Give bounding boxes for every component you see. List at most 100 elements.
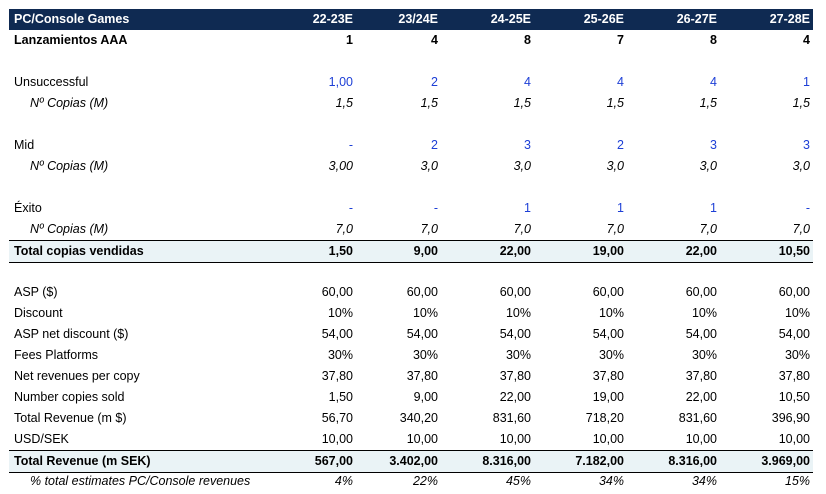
cell-value: 718,20: [585, 411, 624, 425]
row-label: Total Revenue (m SEK): [14, 454, 151, 468]
cell-value: 4%: [334, 474, 353, 488]
cell-value: 1: [524, 201, 531, 215]
table-title: PC/Console Games: [14, 12, 130, 26]
cell-value: 10,00: [592, 432, 624, 446]
cell-value: 60,00: [499, 285, 531, 299]
cell-value: 30%: [691, 348, 717, 362]
cell-value: 34%: [598, 474, 624, 488]
table-row: Unsuccessful 1,00 2 4 4 4 1: [9, 72, 813, 93]
cell-value: 60,00: [406, 285, 438, 299]
cell-value: 3,0: [513, 159, 531, 173]
cell-value: 4: [524, 75, 531, 89]
cell-value: 60,00: [321, 285, 353, 299]
cell-value: 4: [431, 33, 438, 47]
cell-value: 7,0: [420, 222, 438, 236]
cell-value: 54,00: [499, 327, 531, 341]
cell-value: 10,00: [499, 432, 531, 446]
table-row: Nº Copias (M) 7,0 7,0 7,0 7,0 7,0 7,0: [9, 219, 813, 240]
table-row: ASP ($) 60,00 60,00 60,00 60,00 60,00 60…: [9, 282, 813, 303]
cell-value: 22,00: [499, 390, 531, 404]
cell-value: 8: [524, 33, 531, 47]
cell-value: 54,00: [685, 327, 717, 341]
cell-value: 1: [710, 201, 717, 215]
cell-value: 22,00: [499, 244, 531, 258]
total-row: Total Revenue (m SEK) 567,00 3.402,00 8.…: [9, 450, 813, 473]
table-row: Nº Copias (M) 3,00 3,0 3,0 3,0 3,0 3,0: [9, 156, 813, 177]
row-label: USD/SEK: [14, 432, 69, 446]
cell-value: 1: [346, 33, 353, 47]
cell-value: 3.969,00: [761, 454, 810, 468]
cell-value: 54,00: [321, 327, 353, 341]
cell-value: 9,00: [413, 244, 438, 258]
cell-value: 37,80: [685, 369, 717, 383]
cell-value: 3,0: [420, 159, 438, 173]
row-label: Fees Platforms: [14, 348, 99, 362]
cell-value: -: [348, 138, 353, 152]
cell-value: 56,70: [321, 411, 353, 425]
table-row: Éxito - - 1 1 1 -: [9, 198, 813, 219]
cell-value: 8.316,00: [482, 454, 531, 468]
column-header: 23/24E: [398, 12, 438, 26]
cell-value: 7,0: [792, 222, 810, 236]
row-label: Lanzamientos AAA: [14, 33, 128, 47]
cell-value: 4: [617, 75, 624, 89]
table-row: Discount 10% 10% 10% 10% 10% 10%: [9, 303, 813, 324]
cell-value: 19,00: [592, 390, 624, 404]
cell-value: 1,5: [513, 96, 531, 110]
table-row: Fees Platforms 30% 30% 30% 30% 30% 30%: [9, 345, 813, 366]
cell-value: 10%: [691, 306, 717, 320]
cell-value: 10,00: [406, 432, 438, 446]
total-row: Total copias vendidas 1,50 9,00 22,00 19…: [9, 240, 813, 263]
row-label: Number copies sold: [14, 390, 125, 404]
cell-value: 37,80: [592, 369, 624, 383]
column-header: 26-27E: [676, 12, 717, 26]
row-label: Unsuccessful: [14, 75, 89, 89]
cell-value: 10%: [598, 306, 624, 320]
cell-value: 9,00: [413, 390, 438, 404]
row-label: Nº Copias (M): [30, 96, 109, 110]
cell-value: 7.182,00: [575, 454, 624, 468]
cell-value: 7,0: [606, 222, 624, 236]
row-label: Total copias vendidas: [14, 244, 144, 258]
cell-value: 3,0: [699, 159, 717, 173]
cell-value: 1: [617, 201, 624, 215]
cell-value: 54,00: [778, 327, 810, 341]
cell-value: 60,00: [778, 285, 810, 299]
cell-value: 10,50: [778, 390, 810, 404]
row-label: Éxito: [14, 201, 42, 215]
cell-value: 1,5: [335, 96, 353, 110]
cell-value: 7: [617, 33, 624, 47]
table-row: Mid - 2 3 2 3 3: [9, 135, 813, 156]
cell-value: 396,90: [771, 411, 810, 425]
cell-value: 30%: [505, 348, 531, 362]
cell-value: 10%: [505, 306, 531, 320]
cell-value: 7,0: [335, 222, 353, 236]
cell-value: 10,00: [778, 432, 810, 446]
table-row: Nº Copias (M) 1,5 1,5 1,5 1,5 1,5 1,5: [9, 93, 813, 114]
row-label: Mid: [14, 138, 35, 152]
cell-value: 30%: [327, 348, 353, 362]
cell-value: 1,5: [792, 96, 810, 110]
cell-value: 1,00: [328, 75, 353, 89]
cell-value: 37,80: [321, 369, 353, 383]
cell-value: 2: [431, 138, 438, 152]
cell-value: 60,00: [685, 285, 717, 299]
cell-value: 831,60: [492, 411, 531, 425]
cell-value: 10,00: [685, 432, 717, 446]
cell-value: 54,00: [406, 327, 438, 341]
cell-value: 831,60: [678, 411, 717, 425]
column-header: 24-25E: [490, 12, 531, 26]
cell-value: -: [433, 201, 438, 215]
row-label: Discount: [14, 306, 63, 320]
cell-value: 34%: [691, 474, 717, 488]
cell-value: -: [348, 201, 353, 215]
cell-value: 3: [524, 138, 531, 152]
row-label: ASP ($): [14, 285, 58, 299]
cell-value: 60,00: [592, 285, 624, 299]
cell-value: 2: [431, 75, 438, 89]
cell-value: 30%: [598, 348, 624, 362]
cell-value: -: [805, 201, 810, 215]
cell-value: 4: [803, 33, 810, 47]
cell-value: 10%: [327, 306, 353, 320]
cell-value: 30%: [784, 348, 810, 362]
